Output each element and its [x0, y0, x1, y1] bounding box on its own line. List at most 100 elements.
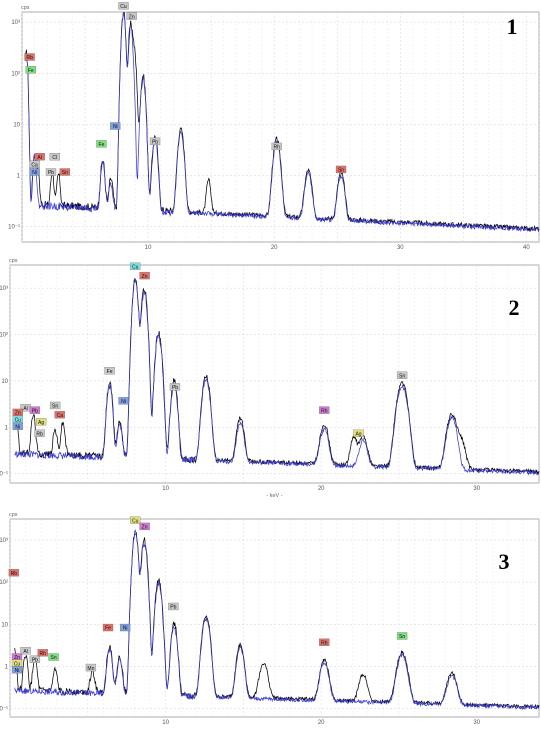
element-label: Rb: [8, 569, 20, 577]
element-label-text: Rh: [321, 408, 328, 414]
element-label-text: Sn: [338, 168, 344, 174]
element-label-text: Ni: [113, 124, 118, 130]
element-label-box: [29, 655, 41, 663]
x-tick-label: 40: [523, 245, 530, 251]
element-label-box: [130, 262, 141, 270]
element-label-text: Ca: [31, 163, 38, 169]
element-label-text: Fe: [99, 142, 105, 148]
x-axis-label: - keV -: [266, 493, 282, 499]
element-label: Rh: [37, 649, 48, 657]
element-label: Pb: [29, 655, 41, 663]
element-label-text: Pb: [152, 140, 158, 146]
element-label-text: Rb: [26, 55, 33, 61]
element-label: Rb: [34, 429, 45, 437]
element-label: Fe: [102, 623, 114, 632]
element-label-box: [396, 371, 408, 379]
element-label-box: [169, 383, 181, 391]
x-tick-label: 10: [162, 720, 169, 726]
element-label: Rh: [319, 406, 330, 414]
element-label-box: [396, 632, 408, 640]
element-label-box: [118, 397, 129, 405]
element-label-box: [24, 53, 35, 61]
element-label-box: [37, 649, 48, 657]
element-label: Zn: [126, 12, 137, 20]
element-label-box: [34, 153, 45, 161]
element-label: Al: [20, 647, 31, 655]
element-label: Rb: [24, 53, 35, 61]
y-tick-label: 10⁻¹: [0, 472, 8, 478]
element-label: Ni: [12, 422, 23, 431]
element-label-box: [49, 153, 60, 161]
y-unit-label: cps: [9, 512, 18, 518]
element-label-box: [85, 663, 97, 672]
y-tick-label: 10³: [0, 286, 8, 292]
element-label-box: [45, 168, 57, 176]
y-tick-label: 10²: [11, 71, 20, 77]
element-label: Mn: [85, 663, 97, 672]
element-label-text: Pb: [32, 408, 38, 414]
element-label: Zn: [139, 271, 150, 280]
y-tick-label: 1: [5, 425, 9, 431]
element-label-text: Ni: [121, 399, 126, 405]
element-label: Pb: [29, 406, 41, 414]
y-unit-label: cps: [21, 5, 30, 11]
element-label: Ni: [118, 397, 129, 405]
element-label-text: Cu: [132, 265, 139, 271]
element-label: Zn: [12, 408, 23, 417]
element-label-box: [29, 406, 41, 414]
element-label-box: [139, 271, 150, 280]
element-label-text: Cu: [132, 518, 139, 524]
element-label-text: Rb: [11, 571, 18, 577]
spectrum-series-line: [14, 278, 540, 476]
element-label-box: [25, 66, 36, 74]
element-label-text: Mn: [87, 666, 94, 672]
y-unit-label: cps: [9, 258, 18, 264]
element-label: Pb: [149, 137, 161, 146]
element-label: Sn: [335, 165, 347, 174]
element-label-text: Ni: [123, 626, 128, 632]
element-label: Sn: [59, 168, 71, 176]
element-label-text: Rh: [274, 145, 281, 151]
element-label: Ni: [29, 168, 40, 176]
element-label-box: [353, 429, 364, 437]
element-label-text: Rh: [321, 640, 328, 646]
element-label-text: Fe: [105, 626, 111, 632]
element-label: Cu: [118, 2, 129, 10]
element-label-box: [104, 367, 115, 375]
y-tick-label: 10⁻¹: [8, 225, 20, 231]
y-tick-label: 10³: [11, 20, 20, 26]
spectrum-panel-1: 10 20 30 40 10⁻¹ 1 10 10² 10³ cps Rb Fe Al Ca Ni Pb Cl Sn…: [0, 0, 541, 255]
y-tick-label: 1: [5, 664, 9, 670]
element-label-text: Sn: [62, 170, 68, 176]
element-label-box: [35, 418, 47, 426]
element-label-text: Rh: [39, 651, 46, 657]
y-tick-label: 10³: [0, 538, 8, 544]
element-label-text: Sn: [51, 655, 57, 661]
element-label: Fe: [25, 66, 36, 74]
element-label-text: Cu: [14, 662, 21, 668]
element-label-box: [149, 137, 161, 145]
element-label: Cu: [130, 516, 141, 524]
panel-number: 2: [509, 295, 520, 320]
x-tick-label: 20: [318, 486, 325, 492]
element-label: Rh: [271, 142, 282, 151]
y-tick-label: 10²: [0, 333, 8, 339]
element-label-box: [319, 406, 330, 414]
element-label-text: Al: [23, 649, 27, 655]
element-label-text: Pb: [32, 657, 38, 663]
element-label-box: [126, 12, 137, 20]
y-tick-label: 10: [1, 622, 8, 628]
element-label-text: Zn: [14, 655, 20, 661]
element-label-text: Cu: [120, 4, 127, 10]
element-label-box: [119, 623, 131, 632]
element-label-text: Ni: [15, 425, 20, 431]
element-label: Ni: [119, 623, 131, 632]
element-label-text: Ag: [38, 420, 44, 426]
element-label-box: [102, 623, 114, 632]
element-label-box: [29, 160, 40, 168]
element-label: Fe: [104, 367, 115, 375]
spectrum-panel-3: 10203010⁻¹11010²10³cpsRbAlZnCuNiPbRhSnMn…: [0, 505, 541, 745]
x-tick-label: 20: [318, 720, 325, 726]
element-label-box: [8, 569, 20, 577]
element-label: Pb: [168, 602, 179, 611]
